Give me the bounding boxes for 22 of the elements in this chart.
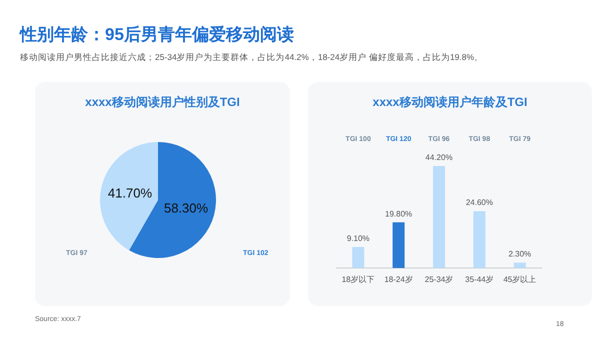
pie-slice <box>100 142 158 250</box>
x-tick-label: 25-34岁 <box>424 275 454 284</box>
data-label: 19.80% <box>385 209 412 218</box>
bar <box>473 211 486 268</box>
x-tick-label: 35-44岁 <box>465 275 494 284</box>
data-label: 41.70% <box>108 186 152 201</box>
data-label: 9.10% <box>346 234 370 243</box>
data-label: 58.30% <box>164 200 209 216</box>
bar <box>352 247 364 268</box>
data-label: 2.30% <box>508 250 532 259</box>
data-label: 24.60% <box>466 198 493 208</box>
bar <box>514 262 526 268</box>
x-tick-label: 18岁以下 <box>342 275 375 284</box>
text: 移动阅读用户男性占比接近六成；25-34岁用户为主要群体，占比为44.2%，18-24岁用户 偏好度最高，占比为19.8%。 <box>20 52 484 62</box>
x-tick-label: 18-24岁 <box>384 275 413 284</box>
chart-title: xxxx移动阅读用户性别及TGI <box>85 95 240 109</box>
text: 性别年龄：95后男青年偏爱移动阅读 <box>19 25 294 44</box>
chart-title: xxxx移动阅读用户年龄及TGI <box>372 95 528 109</box>
bar <box>433 166 445 268</box>
x-tick-label: 45岁以上 <box>503 275 536 284</box>
data-label: 44.20% <box>425 153 453 162</box>
bar <box>392 222 405 268</box>
